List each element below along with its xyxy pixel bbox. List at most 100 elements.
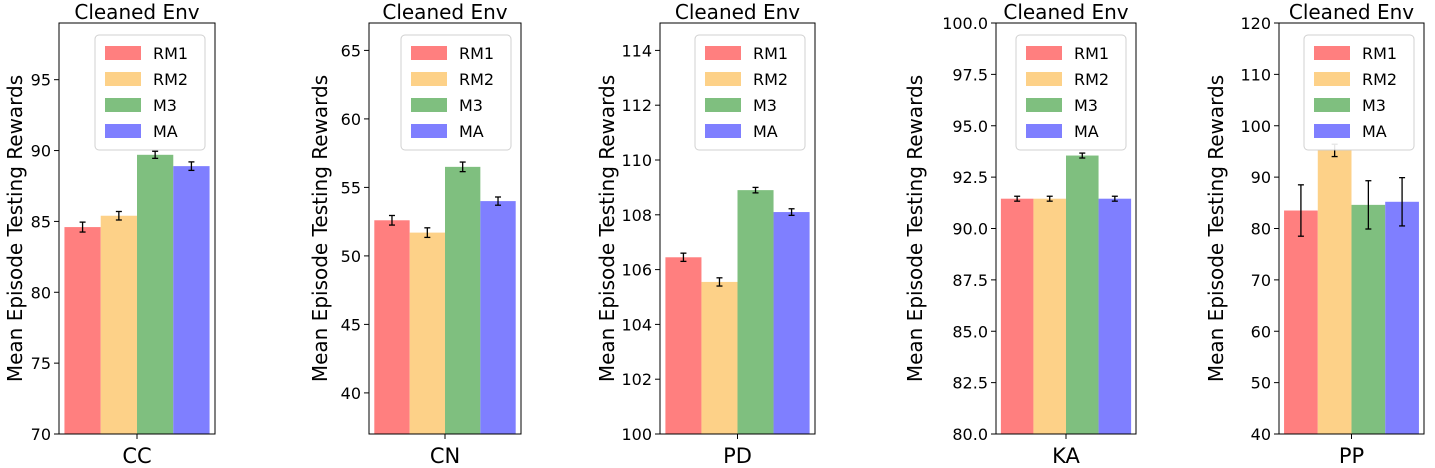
bar-ma bbox=[1098, 198, 1132, 434]
y-tick-label: 80 bbox=[31, 283, 51, 302]
y-tick-label: 60 bbox=[1251, 322, 1271, 341]
chart-panel-cc: 70 75 80 85 90 95 CC Cleaned Env Mean Episode Te… bbox=[3, 0, 216, 468]
legend-swatch-rm1 bbox=[105, 46, 141, 60]
legend-label-ma: MA bbox=[1362, 122, 1387, 141]
legend-label-m3: M3 bbox=[459, 96, 483, 115]
bar-rm2 bbox=[1317, 150, 1352, 434]
chart-panel-pp: 40 50 60 70 80 90 100 110 120 PP Cleaned Env Mean E… bbox=[1204, 0, 1425, 468]
legend-swatch-rm1 bbox=[1026, 46, 1062, 60]
bar-rm1 bbox=[1000, 198, 1034, 434]
legend-label-rm2: RM2 bbox=[753, 70, 788, 89]
y-axis-label: Mean Episode Testing Rewards bbox=[3, 75, 27, 382]
legend-label-m3: M3 bbox=[753, 96, 777, 115]
bar-rm2 bbox=[409, 232, 445, 434]
legend-box bbox=[94, 34, 206, 151]
legend-label-ma: MA bbox=[753, 122, 778, 141]
y-axis-label: Mean Episode Testing Rewards bbox=[903, 75, 927, 382]
y-tick-label: 82.5 bbox=[952, 374, 988, 393]
legend-swatch-rm2 bbox=[705, 72, 741, 86]
y-tick-label: 80 bbox=[1251, 220, 1271, 239]
bar-m3 bbox=[1066, 155, 1099, 435]
legend-swatch-m3 bbox=[705, 98, 741, 112]
legend-swatch-rm2 bbox=[105, 72, 141, 86]
chart-panel-cn: 40 45 50 55 60 65 CN Cleaned Env Mean Episode Te… bbox=[308, 0, 522, 468]
legend-label-rm2: RM2 bbox=[153, 70, 188, 89]
y-tick-label: 40 bbox=[341, 384, 361, 403]
legend-label-ma: MA bbox=[153, 122, 178, 141]
y-axis-label: Mean Episode Testing Rewards bbox=[308, 75, 332, 382]
y-tick-label: 92.5 bbox=[952, 168, 988, 187]
y-tick-label: 50 bbox=[1251, 374, 1271, 393]
legend-swatch-m3 bbox=[411, 98, 447, 112]
bar-m3 bbox=[1351, 204, 1386, 434]
y-tick-label: 45 bbox=[341, 315, 361, 334]
legend-swatch-rm2 bbox=[1314, 72, 1350, 86]
y-tick-label: 75 bbox=[31, 354, 51, 373]
bar-rm2 bbox=[100, 215, 137, 434]
legend: RM1 RM2 M3 MA bbox=[1303, 34, 1415, 151]
y-tick-label: 100.0 bbox=[942, 14, 988, 33]
legend-swatch-ma bbox=[705, 124, 741, 138]
legend-box bbox=[1303, 34, 1415, 151]
y-tick-label: 114 bbox=[621, 41, 652, 60]
legend-swatch-rm1 bbox=[705, 46, 741, 60]
legend-label-rm1: RM1 bbox=[459, 44, 494, 63]
y-tick-label: 110 bbox=[621, 151, 652, 170]
y-tick-label: 102 bbox=[621, 370, 652, 389]
y-axis-label: Mean Episode Testing Rewards bbox=[1204, 75, 1228, 382]
y-tick-label: 80.0 bbox=[952, 425, 988, 444]
y-tick-label: 104 bbox=[621, 315, 652, 334]
y-tick-label: 90.0 bbox=[952, 220, 988, 239]
bar-m3 bbox=[445, 166, 481, 434]
y-tick-label: 95 bbox=[31, 71, 51, 90]
legend-swatch-m3 bbox=[1314, 98, 1350, 112]
legend-label-rm1: RM1 bbox=[1362, 44, 1397, 63]
legend-label-rm2: RM2 bbox=[459, 70, 494, 89]
legend-label-rm1: RM1 bbox=[753, 44, 788, 63]
x-tick-label: PD bbox=[723, 444, 752, 468]
chart-panel-pd: 100 102 104 106 108 110 112 114 PD Cleaned Env Mea… bbox=[595, 0, 816, 468]
legend-swatch-ma bbox=[1314, 124, 1350, 138]
legend-swatch-rm1 bbox=[1314, 46, 1350, 60]
legend-swatch-ma bbox=[105, 124, 141, 138]
legend-label-rm2: RM2 bbox=[1362, 70, 1397, 89]
legend-label-rm1: RM1 bbox=[153, 44, 188, 63]
y-tick-label: 106 bbox=[621, 261, 652, 280]
x-tick-label: PP bbox=[1339, 444, 1364, 468]
x-tick-label: CN bbox=[430, 444, 460, 468]
legend-label-ma: MA bbox=[1074, 122, 1099, 141]
bar-rm1 bbox=[665, 257, 702, 434]
legend-box bbox=[1015, 34, 1127, 151]
bar-rm1 bbox=[374, 220, 410, 434]
legend-label-rm2: RM2 bbox=[1074, 70, 1109, 89]
y-tick-label: 85.0 bbox=[952, 322, 988, 341]
legend: RM1 RM2 M3 MA bbox=[94, 34, 206, 151]
legend: RM1 RM2 M3 MA bbox=[694, 34, 806, 151]
legend-swatch-ma bbox=[411, 124, 447, 138]
chart-title: Cleaned Env bbox=[675, 0, 800, 24]
y-tick-label: 90 bbox=[1251, 168, 1271, 187]
legend-box bbox=[400, 34, 512, 151]
y-tick-label: 97.5 bbox=[952, 65, 988, 84]
legend: RM1 RM2 M3 MA bbox=[400, 34, 512, 151]
y-tick-label: 65 bbox=[341, 41, 361, 60]
bar-ma bbox=[173, 166, 210, 435]
y-tick-label: 55 bbox=[341, 178, 361, 197]
bar-rm1 bbox=[1284, 210, 1318, 434]
y-tick-label: 95.0 bbox=[952, 117, 988, 136]
legend: RM1 RM2 M3 MA bbox=[1015, 34, 1127, 151]
chart-panel-ka: 80.0 82.5 85.0 87.5 90.0 92.5 95.0 97.5 100.0 KA C… bbox=[903, 0, 1137, 468]
bar-m3 bbox=[137, 154, 174, 434]
bar-rm2 bbox=[1033, 198, 1066, 434]
legend-swatch-rm1 bbox=[411, 46, 447, 60]
y-tick-label: 70 bbox=[31, 425, 51, 444]
x-tick-label: CC bbox=[122, 444, 151, 468]
legend-label-m3: M3 bbox=[1074, 96, 1098, 115]
y-tick-label: 70 bbox=[1251, 271, 1271, 290]
legend-swatch-m3 bbox=[1026, 98, 1062, 112]
chart-title: Cleaned Env bbox=[1289, 0, 1414, 24]
legend-label-m3: M3 bbox=[1362, 96, 1386, 115]
y-tick-label: 50 bbox=[341, 247, 361, 266]
bar-ma bbox=[1385, 201, 1419, 434]
